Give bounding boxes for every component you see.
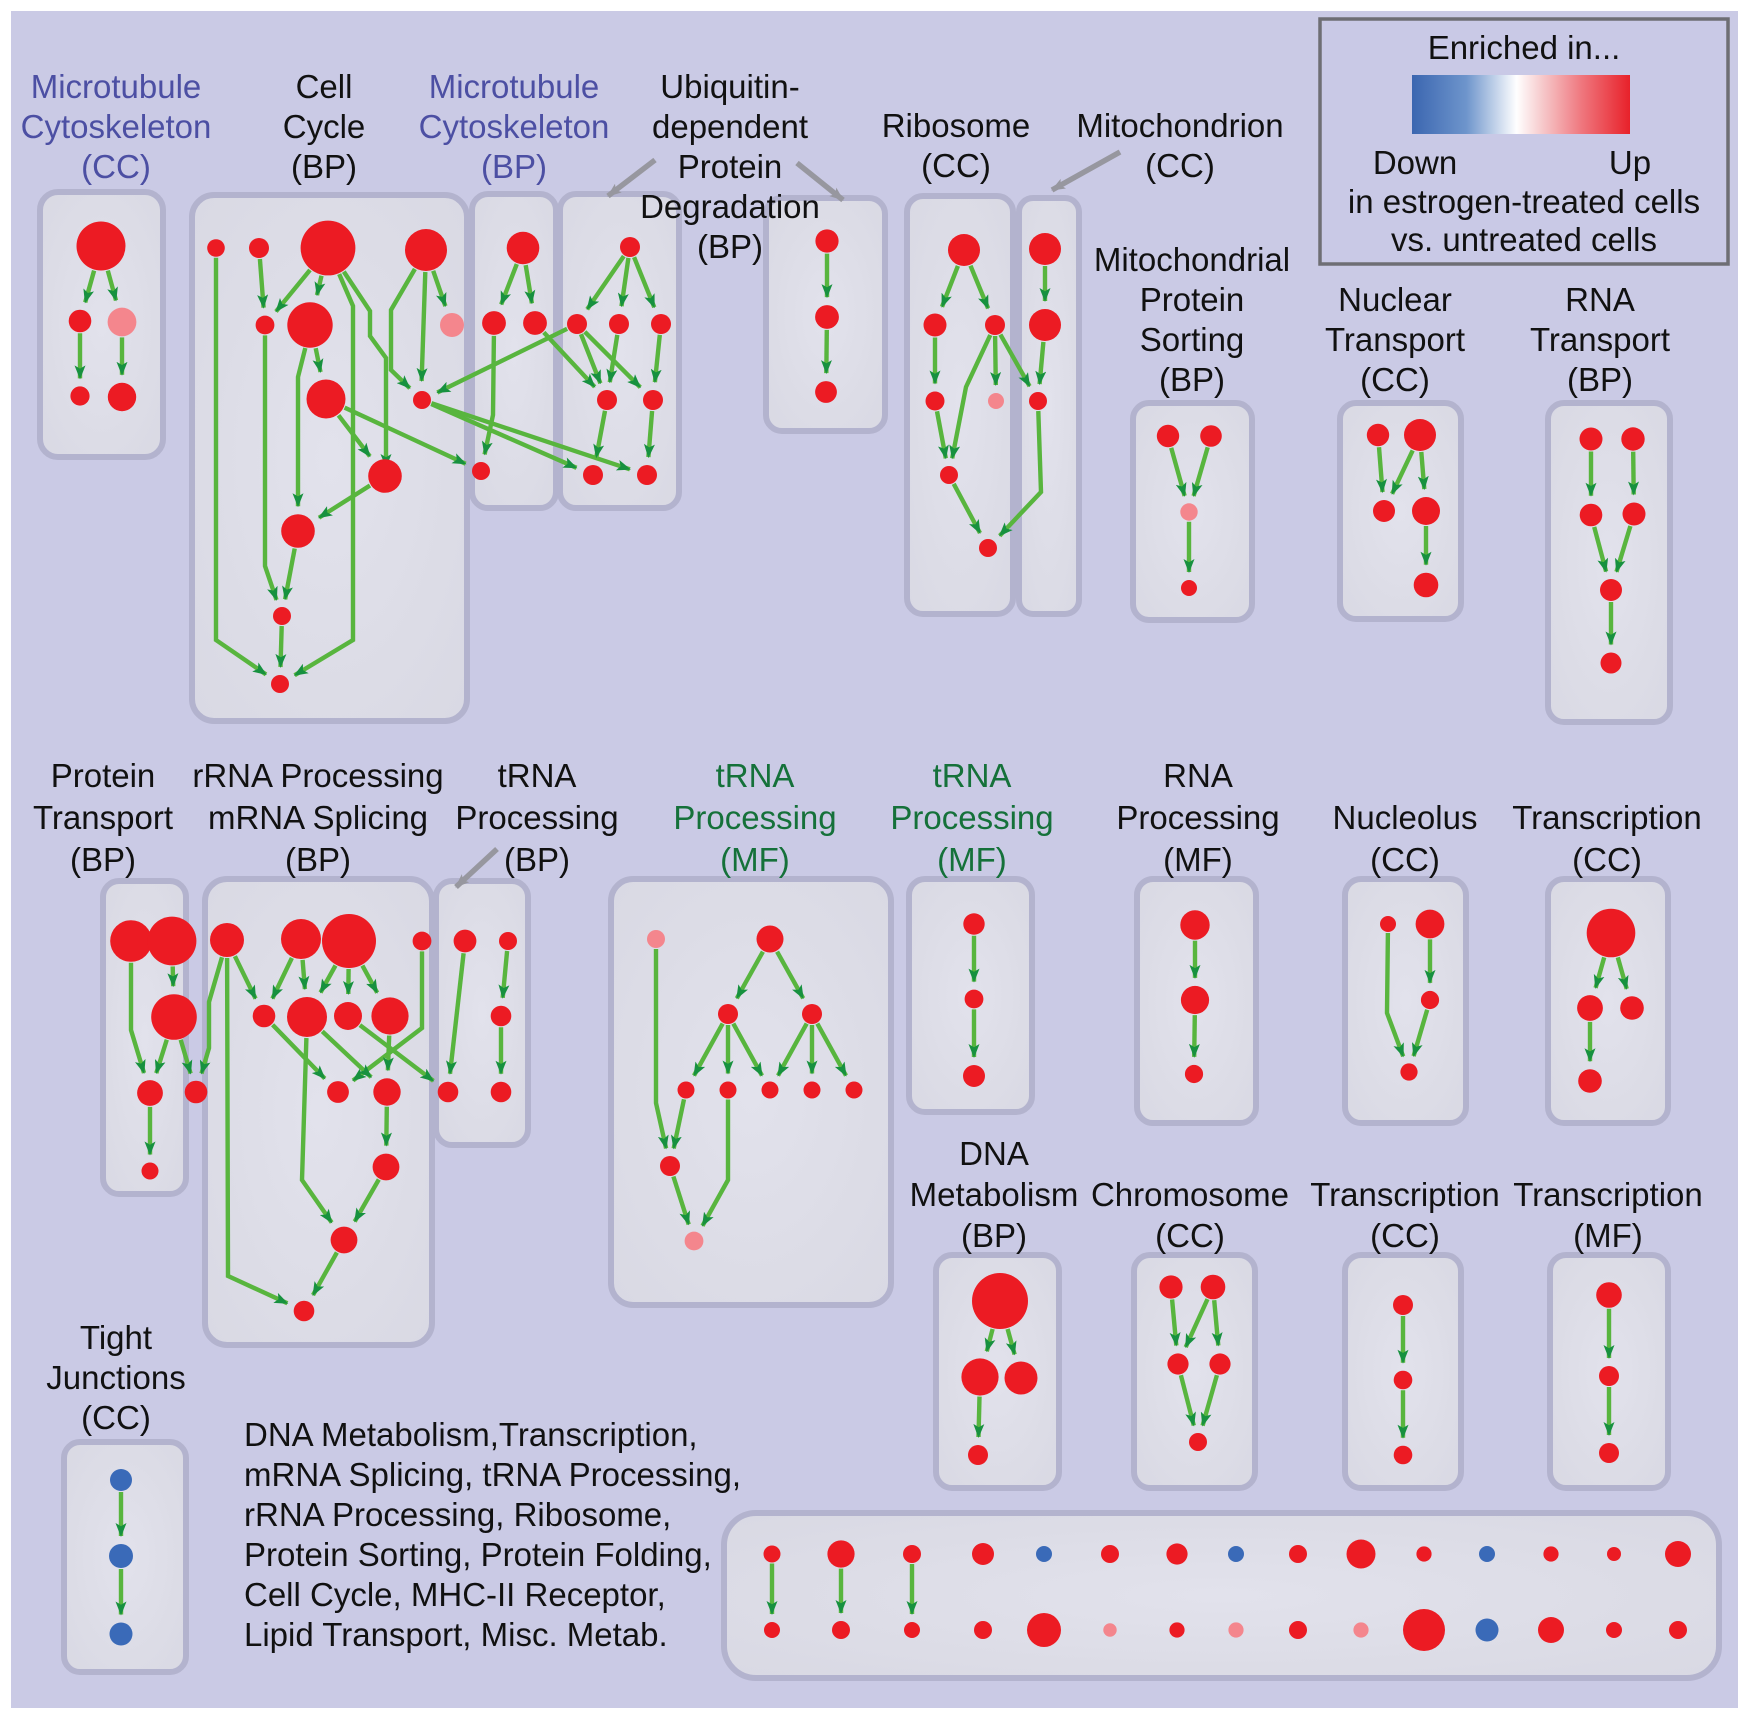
svg-text:vs. untreated cells: vs. untreated cells bbox=[1391, 221, 1657, 258]
svg-text:(CC): (CC) bbox=[1360, 361, 1430, 398]
svg-text:Ubiquitin-: Ubiquitin- bbox=[660, 68, 799, 105]
svg-text:Up: Up bbox=[1609, 144, 1651, 181]
svg-text:(MF): (MF) bbox=[1573, 1217, 1643, 1254]
svg-text:Processing: Processing bbox=[673, 799, 836, 836]
svg-text:tRNA: tRNA bbox=[933, 757, 1012, 794]
svg-text:Metabolism: Metabolism bbox=[910, 1176, 1079, 1213]
svg-text:in estrogen-treated cells: in estrogen-treated cells bbox=[1348, 183, 1700, 220]
svg-text:Microtubule: Microtubule bbox=[429, 68, 600, 105]
svg-text:Chromosome: Chromosome bbox=[1091, 1176, 1289, 1213]
svg-text:Sorting: Sorting bbox=[1140, 321, 1245, 358]
svg-text:(BP): (BP) bbox=[70, 841, 136, 878]
svg-text:mRNA Splicing, tRNA Processing: mRNA Splicing, tRNA Processing, bbox=[244, 1456, 741, 1493]
svg-text:RNA: RNA bbox=[1565, 281, 1635, 318]
svg-text:(CC): (CC) bbox=[81, 1399, 151, 1436]
svg-text:(MF): (MF) bbox=[720, 841, 790, 878]
svg-text:(MF): (MF) bbox=[1163, 841, 1233, 878]
svg-text:(CC): (CC) bbox=[1155, 1217, 1225, 1254]
svg-text:(BP): (BP) bbox=[291, 148, 357, 185]
svg-text:rRNA Processing, Ribosome,: rRNA Processing, Ribosome, bbox=[244, 1496, 671, 1533]
svg-text:rRNA Processing: rRNA Processing bbox=[192, 757, 443, 794]
svg-text:tRNA: tRNA bbox=[716, 757, 795, 794]
svg-text:(CC): (CC) bbox=[921, 147, 991, 184]
svg-text:Cell: Cell bbox=[296, 68, 353, 105]
svg-text:Protein: Protein bbox=[1140, 281, 1245, 318]
svg-text:Transport: Transport bbox=[1325, 321, 1465, 358]
svg-text:(BP): (BP) bbox=[481, 148, 547, 185]
svg-text:Processing: Processing bbox=[1116, 799, 1279, 836]
svg-text:(CC): (CC) bbox=[1370, 1217, 1440, 1254]
svg-text:Protein: Protein bbox=[678, 148, 783, 185]
svg-text:(BP): (BP) bbox=[1567, 361, 1633, 398]
svg-text:RNA: RNA bbox=[1163, 757, 1233, 794]
svg-text:Transcription: Transcription bbox=[1513, 1176, 1703, 1213]
svg-text:Mitochondrial: Mitochondrial bbox=[1094, 241, 1290, 278]
svg-text:(CC): (CC) bbox=[81, 148, 151, 185]
svg-text:Cytoskeleton: Cytoskeleton bbox=[419, 108, 610, 145]
svg-text:(MF): (MF) bbox=[937, 841, 1007, 878]
svg-text:(BP): (BP) bbox=[697, 228, 763, 265]
svg-text:Protein Sorting, Protein Foldi: Protein Sorting, Protein Folding, bbox=[244, 1536, 712, 1573]
svg-text:Enriched in...: Enriched in... bbox=[1428, 29, 1621, 66]
svg-text:Transcription: Transcription bbox=[1512, 799, 1702, 836]
svg-text:Cell Cycle, MHC-II Receptor,: Cell Cycle, MHC-II Receptor, bbox=[244, 1576, 666, 1613]
svg-text:(BP): (BP) bbox=[1159, 361, 1225, 398]
svg-text:Transport: Transport bbox=[1530, 321, 1670, 358]
svg-text:(CC): (CC) bbox=[1370, 841, 1440, 878]
svg-text:Degradation: Degradation bbox=[640, 188, 820, 225]
svg-text:(BP): (BP) bbox=[504, 841, 570, 878]
svg-text:DNA: DNA bbox=[959, 1135, 1029, 1172]
svg-text:Protein: Protein bbox=[51, 757, 156, 794]
svg-text:Ribosome: Ribosome bbox=[882, 107, 1031, 144]
svg-text:Transport: Transport bbox=[33, 799, 173, 836]
svg-text:Lipid Transport, Misc. Metab.: Lipid Transport, Misc. Metab. bbox=[244, 1616, 668, 1653]
svg-text:Processing: Processing bbox=[890, 799, 1053, 836]
svg-text:Microtubule: Microtubule bbox=[31, 68, 202, 105]
svg-text:dependent: dependent bbox=[652, 108, 808, 145]
svg-text:(CC): (CC) bbox=[1572, 841, 1642, 878]
svg-text:tRNA: tRNA bbox=[498, 757, 577, 794]
svg-text:Junctions: Junctions bbox=[46, 1359, 185, 1396]
svg-text:Tight: Tight bbox=[80, 1319, 152, 1356]
svg-text:Nuclear: Nuclear bbox=[1338, 281, 1452, 318]
svg-text:(BP): (BP) bbox=[961, 1217, 1027, 1254]
svg-text:(BP): (BP) bbox=[285, 841, 351, 878]
svg-text:Cycle: Cycle bbox=[283, 108, 366, 145]
svg-text:Nucleolus: Nucleolus bbox=[1333, 799, 1478, 836]
svg-text:Transcription: Transcription bbox=[1310, 1176, 1500, 1213]
svg-text:Mitochondrion: Mitochondrion bbox=[1076, 107, 1283, 144]
svg-text:Cytoskeleton: Cytoskeleton bbox=[21, 108, 212, 145]
svg-text:Down: Down bbox=[1373, 144, 1457, 181]
svg-text:(CC): (CC) bbox=[1145, 147, 1215, 184]
svg-text:DNA Metabolism,Transcription,: DNA Metabolism,Transcription, bbox=[244, 1416, 698, 1453]
svg-text:Processing: Processing bbox=[455, 799, 618, 836]
svg-text:mRNA Splicing: mRNA Splicing bbox=[208, 799, 428, 836]
